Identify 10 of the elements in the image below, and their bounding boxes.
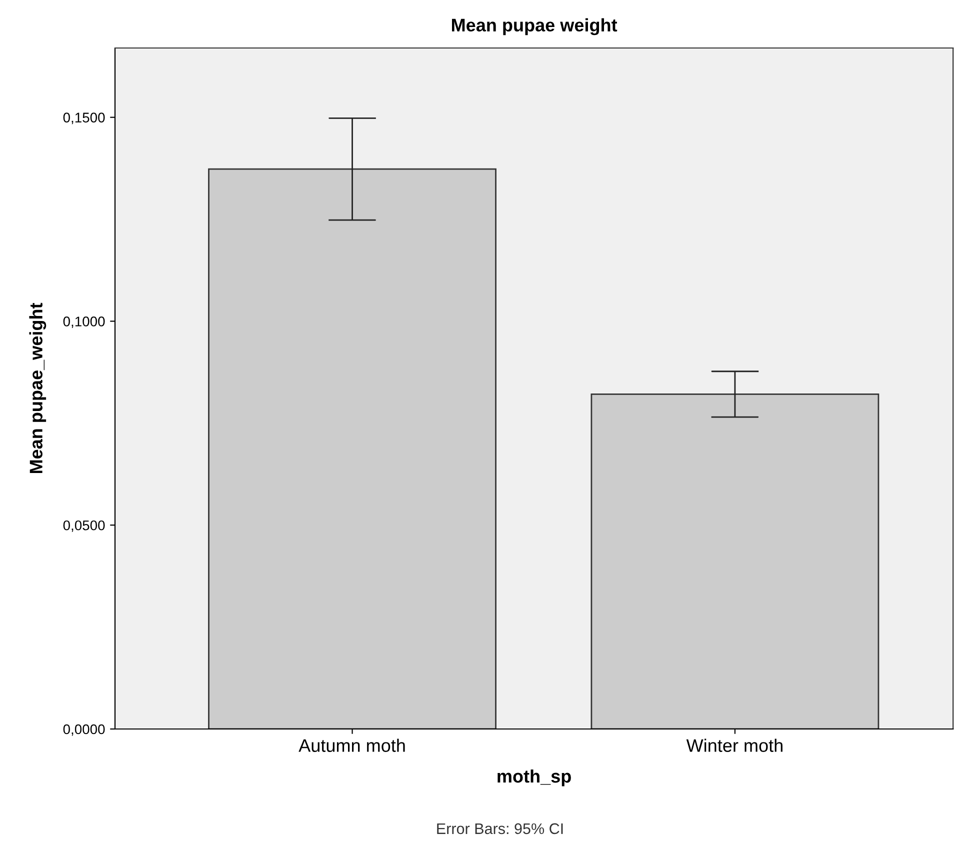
text: Error Bars: 95% CI — [437, 823, 563, 834]
x-axis-title: moth_sp — [498, 769, 571, 786]
y-tick-label: 0,0500 — [63, 520, 105, 532]
y-axis-title: Mean pupae_weight — [29, 302, 46, 474]
x-tick-label: Winter moth — [686, 738, 782, 752]
y-tick-label: 0,0000 — [63, 724, 105, 736]
y-tick-label: 0,1000 — [63, 316, 105, 328]
chart-title: Mean pupae weight — [452, 18, 618, 36]
y-tick-label: 0,1500 — [63, 112, 105, 124]
x-tick-label: Autumn moth — [298, 738, 405, 752]
